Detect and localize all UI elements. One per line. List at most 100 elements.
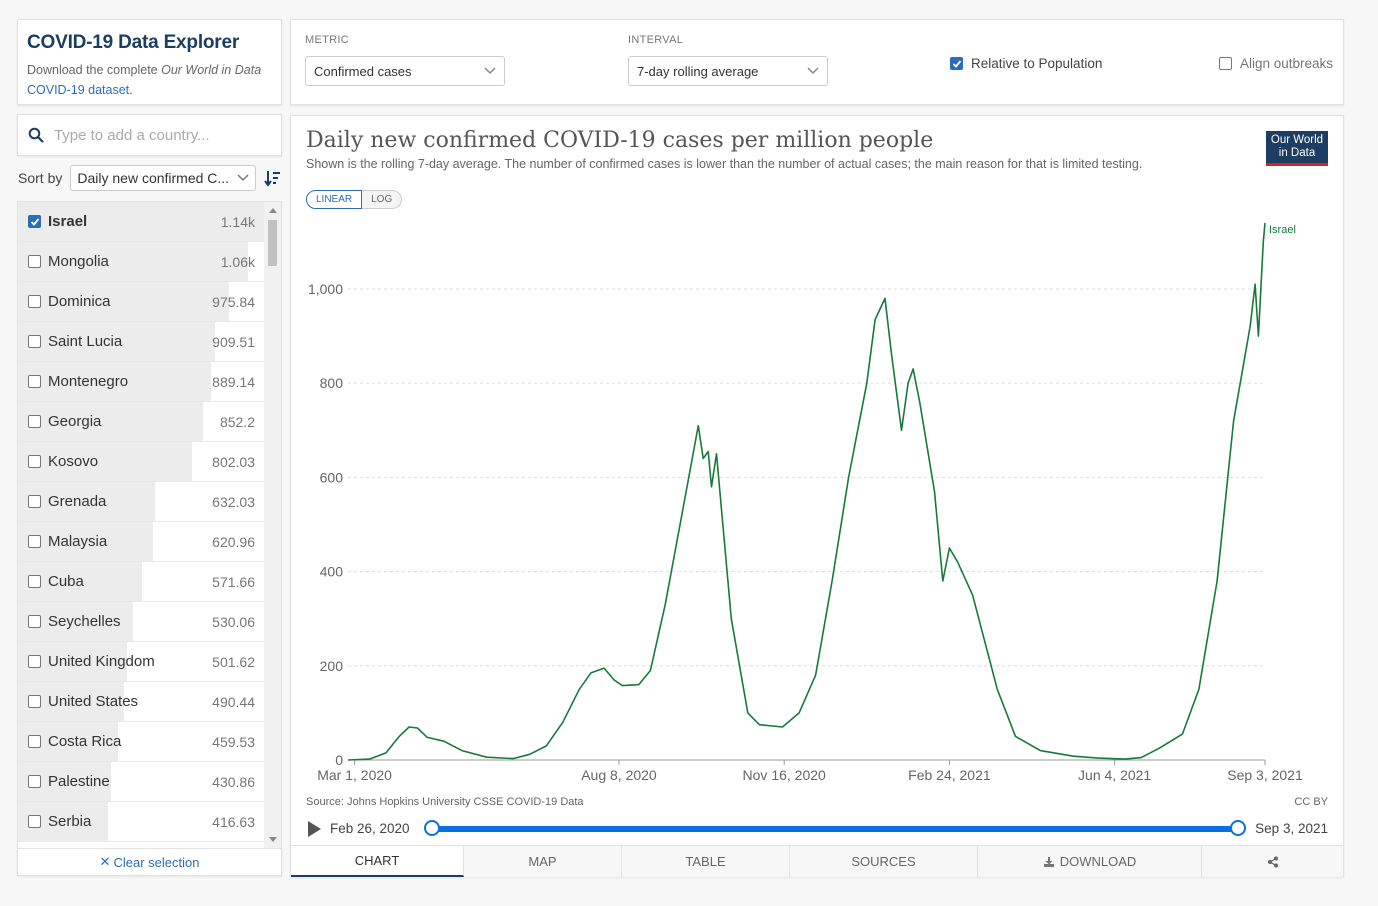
country-name: Palestine bbox=[48, 773, 110, 790]
country-row[interactable]: Malaysia 620.96 bbox=[18, 522, 265, 562]
sort-order-icon[interactable] bbox=[264, 169, 281, 187]
timeline-start-handle[interactable] bbox=[424, 820, 440, 836]
scroll-thumb[interactable] bbox=[268, 220, 277, 266]
clear-selection-button[interactable]: ✕ Clear selection bbox=[17, 848, 282, 876]
timeline[interactable]: Feb 26, 2020 Sep 3, 2021 bbox=[306, 818, 1330, 840]
country-value: 530.06 bbox=[212, 613, 255, 630]
checkbox-unchecked-icon[interactable] bbox=[28, 295, 41, 308]
align-outbreaks-label: Align outbreaks bbox=[1240, 56, 1334, 71]
metric-select[interactable]: Confirmed cases bbox=[305, 56, 505, 86]
checkbox-unchecked-icon[interactable] bbox=[28, 255, 41, 268]
checkbox-unchecked-icon[interactable] bbox=[28, 535, 41, 548]
country-row[interactable]: United States 490.44 bbox=[18, 682, 265, 722]
share-icon bbox=[1267, 856, 1278, 867]
checkbox-unchecked-icon[interactable] bbox=[28, 655, 41, 668]
y-axis: 0 200 400 600 800 1,000 bbox=[308, 281, 343, 768]
tab-chart[interactable]: CHART bbox=[291, 846, 464, 877]
chart-panel: Daily new confirmed COVID-19 cases per m… bbox=[290, 115, 1344, 877]
country-name: Serbia bbox=[48, 813, 92, 830]
country-row[interactable]: Palestine 430.86 bbox=[18, 762, 265, 802]
checkbox-unchecked-icon[interactable] bbox=[28, 775, 41, 788]
line-chart[interactable]: 0 200 400 600 800 1,000 Mar 1, 2020 Aug 8, 202… bbox=[291, 211, 1343, 791]
country-name: Mongolia bbox=[48, 253, 109, 270]
logo-line-1: Our World bbox=[1270, 134, 1324, 146]
checkbox-unchecked-icon[interactable] bbox=[28, 375, 41, 388]
country-value-bar bbox=[18, 322, 215, 361]
chart-license[interactable]: CC BY bbox=[1294, 796, 1328, 808]
play-icon[interactable] bbox=[308, 821, 321, 837]
country-row[interactable]: Dominica 975.84 bbox=[18, 282, 265, 322]
checkbox-unchecked-icon[interactable] bbox=[28, 615, 41, 628]
scroll-up-icon[interactable] bbox=[269, 208, 277, 213]
country-row[interactable]: United Kingdom 501.62 bbox=[18, 642, 265, 682]
country-row[interactable]: Montenegro 889.14 bbox=[18, 362, 265, 402]
y-tick-label: 600 bbox=[320, 469, 344, 485]
download-icon bbox=[1043, 856, 1054, 867]
checkbox-unchecked-icon[interactable] bbox=[28, 735, 41, 748]
timeline-end-handle[interactable] bbox=[1230, 820, 1246, 836]
country-value: 459.53 bbox=[212, 733, 255, 750]
country-list[interactable]: Israel 1.14k Mongolia 1.06k Dominica 975.84 Sa… bbox=[17, 201, 282, 849]
relative-to-population-checkbox[interactable]: Relative to Population bbox=[950, 56, 1102, 71]
checkbox-unchecked-icon[interactable] bbox=[28, 695, 41, 708]
country-row[interactable]: Israel 1.14k bbox=[18, 202, 265, 242]
country-value: 620.96 bbox=[212, 533, 255, 550]
timeline-track[interactable] bbox=[433, 826, 1239, 832]
sort-select[interactable]: Daily new confirmed C... bbox=[70, 165, 257, 191]
country-row[interactable]: Saint Lucia 909.51 bbox=[18, 322, 265, 362]
country-name: Dominica bbox=[48, 293, 111, 310]
download-dataset-link[interactable]: COVID-19 dataset bbox=[27, 83, 130, 97]
search-box[interactable] bbox=[17, 114, 282, 156]
scroll-down-icon[interactable] bbox=[269, 837, 277, 842]
x-tick-label: Jun 4, 2021 bbox=[1078, 767, 1151, 783]
align-outbreaks-checkbox[interactable]: Align outbreaks bbox=[1219, 56, 1333, 71]
download-owid-em: Our World in Data bbox=[161, 63, 262, 77]
chart-subtitle: Shown is the rolling 7-day average. The … bbox=[306, 157, 1143, 171]
country-value-bar bbox=[18, 202, 265, 241]
country-name: Malaysia bbox=[48, 533, 108, 550]
checkbox-unchecked-icon[interactable] bbox=[28, 415, 41, 428]
tab-map[interactable]: MAP bbox=[464, 846, 622, 877]
tab-share[interactable] bbox=[1202, 846, 1343, 877]
country-row[interactable]: Kosovo 802.03 bbox=[18, 442, 265, 482]
country-row[interactable]: Grenada 632.03 bbox=[18, 482, 265, 522]
tab-download[interactable]: DOWNLOAD bbox=[978, 846, 1202, 877]
tab-sources[interactable]: SOURCES bbox=[790, 846, 978, 877]
tab-table[interactable]: TABLE bbox=[622, 846, 790, 877]
relative-to-population-label: Relative to Population bbox=[971, 56, 1103, 71]
country-row[interactable]: Georgia 852.2 bbox=[18, 402, 265, 442]
metric-label: METRIC bbox=[305, 34, 349, 46]
chart-source[interactable]: Source: Johns Hopkins University CSSE CO… bbox=[306, 796, 584, 808]
y-tick-label: 800 bbox=[320, 375, 344, 391]
scale-linear-button[interactable]: LINEAR bbox=[306, 190, 363, 209]
country-row[interactable]: Seychelles 530.06 bbox=[18, 602, 265, 642]
owid-logo[interactable]: Our World in Data bbox=[1266, 131, 1328, 166]
checkbox-unchecked-icon[interactable] bbox=[28, 335, 41, 348]
checkbox-checked-icon[interactable] bbox=[28, 215, 41, 228]
search-input[interactable] bbox=[51, 125, 271, 145]
checkbox-unchecked-icon[interactable] bbox=[28, 815, 41, 828]
country-value: 490.44 bbox=[212, 693, 255, 710]
y-tick-label: 200 bbox=[320, 658, 344, 674]
country-row[interactable]: Serbia 416.63 bbox=[18, 802, 265, 842]
country-value: 1.06k bbox=[220, 253, 255, 270]
checkbox-unchecked-icon[interactable] bbox=[28, 455, 41, 468]
x-axis: Mar 1, 2020 Aug 8, 2020 Nov 16, 2020 Feb 24… bbox=[317, 760, 1303, 783]
interval-select[interactable]: 7-day rolling average bbox=[628, 56, 828, 86]
country-row[interactable]: Costa Rica 459.53 bbox=[18, 722, 265, 762]
country-value: 889.14 bbox=[212, 373, 255, 390]
sort-row: Sort by Daily new confirmed C... bbox=[18, 164, 282, 192]
checkbox-unchecked-icon[interactable] bbox=[28, 575, 41, 588]
list-scrollbar[interactable] bbox=[264, 202, 281, 848]
country-name: Israel bbox=[48, 213, 88, 230]
series-line-israel[interactable] bbox=[347, 222, 1266, 761]
country-row[interactable]: Cuba 571.66 bbox=[18, 562, 265, 602]
chevron-down-icon bbox=[237, 174, 249, 182]
y-tick-label: 0 bbox=[335, 752, 343, 768]
logo-line-2: in Data bbox=[1278, 147, 1316, 159]
checkbox-unchecked-icon[interactable] bbox=[28, 495, 41, 508]
scale-toggle[interactable]: LINEAR LOG bbox=[306, 190, 403, 209]
country-value: 975.84 bbox=[212, 293, 255, 310]
scale-log-button[interactable]: LOG bbox=[362, 190, 403, 209]
country-row[interactable]: Mongolia 1.06k bbox=[18, 242, 265, 282]
